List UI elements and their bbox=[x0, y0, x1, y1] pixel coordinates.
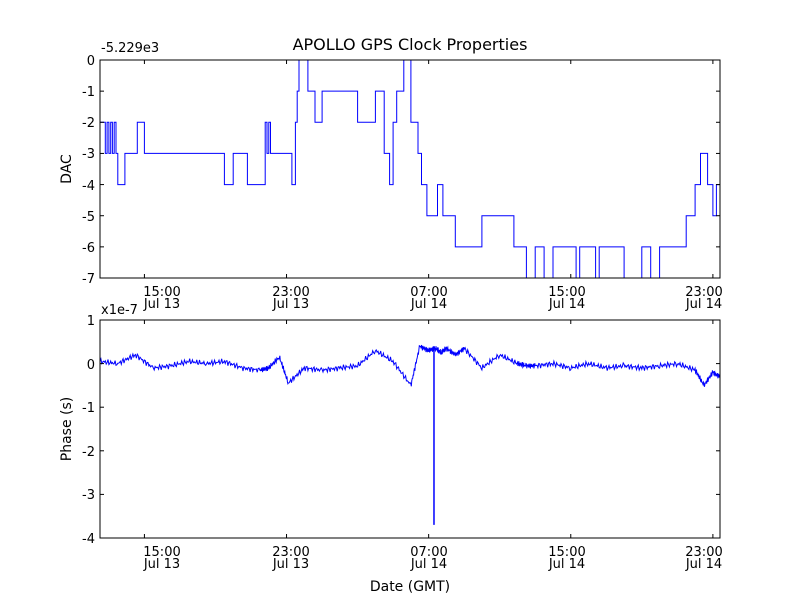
dac-xtick-time: 23:00 bbox=[272, 285, 309, 300]
phase-xtick-date: Jul 13 bbox=[143, 557, 180, 572]
phase-axes-frame bbox=[99, 319, 721, 539]
phase-xtick-time: 15:00 bbox=[143, 545, 180, 560]
dac-offset-label: -5.229e3 bbox=[101, 41, 159, 56]
dac-axes-frame bbox=[99, 59, 721, 279]
dac-ytick-label: -7 bbox=[82, 272, 95, 287]
dac-xtick-time: 07:00 bbox=[410, 285, 447, 300]
dac-axes: -5.229e3 DAC 0 -1 -2 -3 -4 -5 -6 -7 15:0… bbox=[59, 41, 723, 312]
phase-xtick-date: Jul 14 bbox=[410, 557, 447, 572]
dac-ytick-label: -3 bbox=[82, 147, 95, 162]
phase-offset-label: x1e-7 bbox=[101, 303, 138, 318]
chart-xlabel: Date (GMT) bbox=[370, 579, 450, 595]
phase-ytick-label: 1 bbox=[87, 314, 95, 329]
phase-ytick-label: 0 bbox=[87, 358, 95, 373]
chart-title: APOLLO GPS Clock Properties bbox=[293, 35, 528, 54]
dac-ylabel: DAC bbox=[59, 154, 75, 184]
phase-xtick-date: Jul 14 bbox=[685, 557, 722, 572]
dac-ytick-label: -4 bbox=[82, 179, 95, 194]
phase-series-line bbox=[99, 344, 721, 387]
dac-ytick-label: -6 bbox=[82, 241, 95, 256]
phase-xtick-date: Jul 14 bbox=[548, 557, 585, 572]
dac-line-group bbox=[100, 59, 721, 279]
phase-ylabel: Phase (s) bbox=[59, 397, 75, 461]
phase-xtick-time: 15:00 bbox=[548, 545, 585, 560]
phase-xtick-time: 23:00 bbox=[272, 545, 309, 560]
dac-ytick-label: -1 bbox=[82, 85, 95, 100]
phase-ytick-label: -1 bbox=[82, 401, 95, 416]
dac-xtick-time: 23:00 bbox=[685, 285, 722, 300]
phase-line-group bbox=[99, 344, 721, 525]
phase-xtick-time: 23:00 bbox=[685, 545, 722, 560]
dac-xtick-date: Jul 13 bbox=[143, 297, 180, 312]
phase-ytick-label: -4 bbox=[82, 532, 95, 547]
dac-ytick-label: -5 bbox=[82, 210, 95, 225]
phase-ytick-label: -3 bbox=[82, 488, 95, 503]
dac-xtick-time: 15:00 bbox=[143, 285, 180, 300]
phase-ytick-label: -2 bbox=[82, 445, 95, 460]
dac-xtick-date: Jul 13 bbox=[272, 297, 309, 312]
dac-xtick-date: Jul 14 bbox=[685, 297, 722, 312]
phase-xtick-date: Jul 13 bbox=[272, 557, 309, 572]
dac-series-line bbox=[100, 59, 721, 279]
dac-xtick-date: Jul 14 bbox=[548, 297, 585, 312]
phase-axes: x1e-7 Phase (s) 1 0 -1 -2 -3 -4 15:00 Ju… bbox=[59, 303, 723, 572]
dac-xtick-time: 15:00 bbox=[548, 285, 585, 300]
dac-ytick-label: 0 bbox=[87, 54, 95, 69]
phase-xtick-time: 07:00 bbox=[410, 545, 447, 560]
phase-tick-group bbox=[100, 319, 720, 539]
dac-ytick-label: -2 bbox=[82, 116, 95, 131]
dac-tick-group bbox=[100, 59, 720, 279]
dac-xtick-date: Jul 14 bbox=[410, 297, 447, 312]
